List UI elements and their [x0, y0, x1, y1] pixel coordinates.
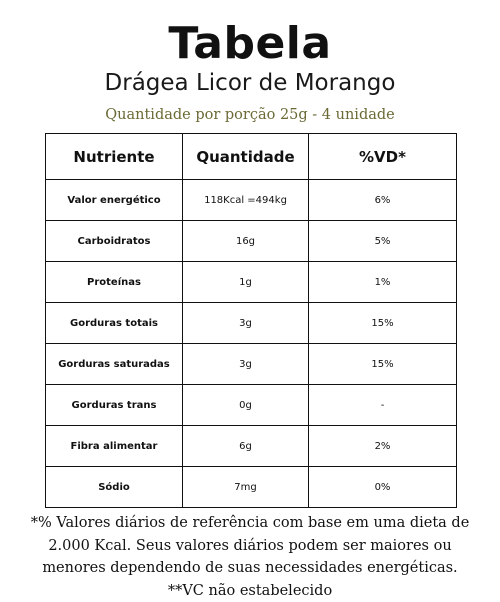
nutrient-quantity: 7mg	[182, 466, 309, 508]
table-header-row: Nutriente Quantidade %VD*	[45, 133, 457, 180]
nutrient-name: Valor energético	[45, 179, 183, 221]
nutrient-daily-value: 15%	[308, 302, 457, 344]
nutrient-name: Sódio	[45, 466, 183, 508]
nutrient-name: Gorduras totais	[45, 302, 183, 344]
table-row: Gorduras totais 3g 15%	[45, 302, 457, 344]
nutrient-name: Proteínas	[45, 261, 183, 303]
nutrient-name: Carboidratos	[45, 220, 183, 262]
nutrient-quantity: 3g	[182, 343, 309, 385]
nutrient-quantity: 16g	[182, 220, 309, 262]
nutrient-quantity: 1g	[182, 261, 309, 303]
table-row: Valor energético 118Kcal =494kg 6%	[45, 179, 457, 221]
nutrient-quantity: 118Kcal =494kg	[182, 179, 309, 221]
nutrient-daily-value: 2%	[308, 425, 457, 467]
product-name: Drágea Licor de Morango	[104, 70, 396, 96]
nutrient-name: Gorduras saturadas	[45, 343, 183, 385]
nutrition-table: Nutriente Quantidade %VD* Valor energéti…	[45, 133, 457, 508]
nutrient-daily-value: -	[308, 384, 457, 426]
page-title: Tabela	[168, 18, 332, 69]
header-nutrient: Nutriente	[45, 133, 183, 180]
nutrient-daily-value: 6%	[308, 179, 457, 221]
nutrient-daily-value: 15%	[308, 343, 457, 385]
nutrient-quantity: 6g	[182, 425, 309, 467]
header-daily-value: %VD*	[308, 133, 457, 180]
table-row: Gorduras trans 0g -	[45, 384, 457, 426]
header-quantity: Quantidade	[182, 133, 309, 180]
table-row: Sódio 7mg 0%	[45, 466, 457, 508]
nutrient-quantity: 3g	[182, 302, 309, 344]
table-row: Gorduras saturadas 3g 15%	[45, 343, 457, 385]
nutrient-daily-value: 0%	[308, 466, 457, 508]
nutrient-daily-value: 5%	[308, 220, 457, 262]
table-row: Fibra alimentar 6g 2%	[45, 425, 457, 467]
nutrient-daily-value: 1%	[308, 261, 457, 303]
serving-size: Quantidade por porção 25g - 4 unidade	[105, 107, 395, 123]
table-row: Carboidratos 16g 5%	[45, 220, 457, 262]
nutrient-name: Fibra alimentar	[45, 425, 183, 467]
footnote: *% Valores diários de referência com bas…	[30, 515, 470, 599]
nutrient-name: Gorduras trans	[45, 384, 183, 426]
table-row: Proteínas 1g 1%	[45, 261, 457, 303]
nutrient-quantity: 0g	[182, 384, 309, 426]
